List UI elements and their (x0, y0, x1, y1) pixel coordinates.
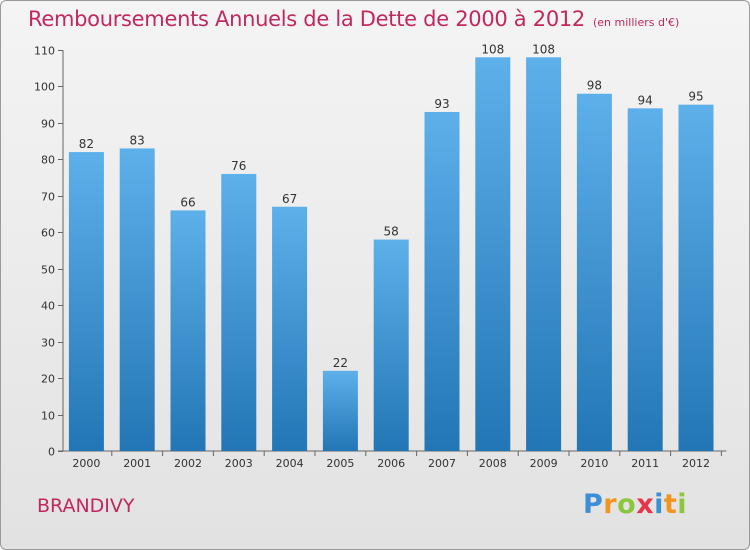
axes: 0 10 20 30 40 50 60 70 80 90 100 110 2000 2001 2002 200… (34, 45, 727, 470)
data-label: 98 (587, 79, 602, 93)
y-tick-label: 90 (41, 118, 55, 131)
bar (221, 173, 257, 452)
bar (627, 108, 663, 451)
title-text: Remboursements Annuels de la Dette de 20… (28, 7, 585, 31)
logo-letter: o (617, 489, 637, 520)
chart-title: Remboursements Annuels de la Dette de 20… (28, 7, 679, 31)
x-tick-label: 2008 (479, 457, 507, 470)
bar (526, 57, 562, 452)
data-label: 22 (333, 356, 348, 370)
y-tick-label: 80 (41, 154, 55, 167)
bar (678, 104, 714, 451)
x-tick-label: 2005 (326, 457, 354, 470)
logo-letter: x (636, 489, 655, 520)
bars: 82 83 66 76 67 22 58 93 108 108 98 94 95 (68, 42, 714, 452)
logo-letter: i (677, 489, 688, 520)
x-tick-label: 2010 (580, 457, 608, 470)
data-label: 67 (282, 192, 297, 206)
y-tick-label: 100 (34, 81, 55, 94)
y-tick-label: 70 (41, 191, 55, 204)
y-tick-label: 0 (48, 446, 55, 459)
y-tick-label: 50 (41, 264, 55, 277)
logo-letter: t (663, 489, 678, 520)
bar (373, 239, 409, 451)
bar-chart: 0 10 20 30 40 50 60 70 80 90 100 110 2000 2001 2002 200… (34, 42, 727, 470)
bar (119, 148, 155, 451)
logo-letter: P (583, 489, 604, 520)
x-tick-label: 2002 (174, 457, 202, 470)
bar (272, 206, 308, 451)
data-label: 76 (231, 159, 246, 173)
bar (576, 93, 612, 451)
data-label: 66 (180, 195, 195, 209)
x-tick-label: 2000 (72, 457, 100, 470)
data-label: 82 (79, 137, 94, 151)
y-tick-label: 30 (41, 337, 55, 350)
y-tick-label: 60 (41, 227, 55, 240)
data-label: 94 (638, 93, 653, 107)
y-tick-label: 10 (41, 410, 55, 423)
bar (68, 152, 104, 451)
proxiti-logo: Proxiti (583, 489, 687, 520)
logo-letter: r (603, 489, 618, 520)
x-tick-label: 2012 (682, 457, 710, 470)
x-tick-label: 2004 (276, 457, 304, 470)
data-label: 83 (130, 133, 145, 147)
chart-subtitle: (en milliers d'€) (593, 16, 680, 29)
bar (322, 370, 358, 451)
bar (475, 57, 511, 452)
bar (170, 210, 206, 451)
data-label: 58 (384, 225, 399, 239)
data-label: 95 (688, 90, 703, 104)
bar (424, 111, 460, 452)
x-tick-label: 2011 (631, 457, 659, 470)
logo-letter: i (654, 489, 664, 520)
data-label: 108 (532, 42, 555, 56)
x-tick-label: 2007 (428, 457, 456, 470)
commune-name: BRANDIVY (37, 495, 135, 517)
data-label: 108 (481, 42, 504, 56)
x-tick-label: 2009 (530, 457, 558, 470)
x-tick-label: 2003 (225, 457, 253, 470)
data-label: 93 (434, 97, 449, 111)
x-tick-label: 2001 (123, 457, 151, 470)
y-tick-label: 20 (41, 373, 55, 386)
y-tick-label: 110 (34, 45, 55, 58)
x-tick-label: 2006 (377, 457, 405, 470)
y-tick-label: 40 (41, 300, 55, 313)
